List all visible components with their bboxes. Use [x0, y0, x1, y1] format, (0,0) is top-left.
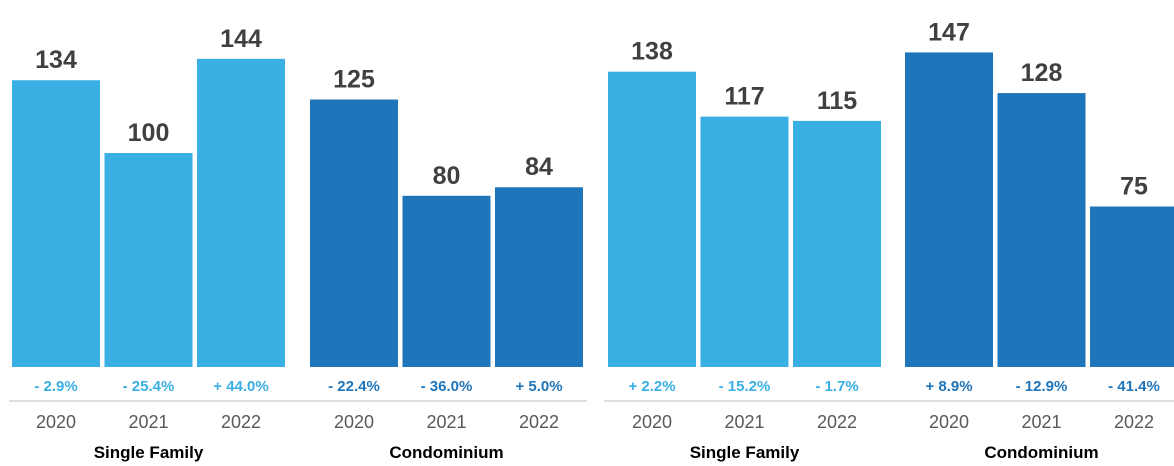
chart-panel-2: 138 + 2.2% 2020 117 - 15.2% 2021 115 - 1.7% 2022…	[604, 18, 1174, 462]
percent-change-label: + 5.0%	[515, 378, 562, 395]
bar-value-label: 117	[724, 83, 764, 111]
bar-value-label: 138	[631, 38, 673, 66]
year-tick-label: 2021	[1021, 412, 1061, 432]
percent-change-label: - 1.7%	[815, 378, 858, 395]
percent-change-label: + 44.0%	[213, 378, 268, 395]
bar	[905, 52, 993, 368]
bar-value-label: 144	[220, 25, 262, 53]
bar-value-label: 100	[128, 119, 170, 147]
bar	[793, 120, 881, 368]
group-label: Condominium	[389, 443, 503, 462]
year-tick-label: 2022	[1114, 412, 1154, 432]
bar	[104, 153, 193, 367]
year-tick-label: 2022	[519, 412, 559, 432]
year-tick-label: 2021	[128, 412, 168, 432]
year-tick-label: 2020	[36, 412, 76, 432]
year-tick-label: 2021	[426, 412, 466, 432]
group-label: Condominium	[984, 443, 1098, 462]
bar-value-label: 80	[433, 162, 461, 190]
percent-change-label: - 15.2%	[719, 378, 771, 395]
bar-value-label: 147	[928, 18, 970, 46]
percent-change-label: + 2.2%	[628, 378, 675, 395]
bar-value-label: 115	[817, 87, 857, 115]
group-label: Single Family	[690, 443, 800, 462]
percent-change-label: - 41.4%	[1108, 378, 1160, 395]
percent-change-label: + 8.9%	[925, 378, 972, 395]
percent-change-label: - 25.4%	[123, 378, 175, 395]
bar-value-label: 134	[35, 46, 77, 74]
year-tick-label: 2020	[334, 412, 374, 432]
bar-value-label: 128	[1021, 59, 1063, 87]
year-tick-label: 2022	[221, 412, 261, 432]
percent-change-label: - 12.9%	[1016, 378, 1068, 395]
bar	[997, 93, 1086, 367]
bar-value-label: 125	[333, 66, 375, 94]
year-tick-label: 2020	[632, 412, 672, 432]
year-tick-label: 2022	[817, 412, 857, 432]
bar	[197, 58, 285, 368]
bar	[402, 195, 491, 367]
bar	[608, 71, 696, 368]
year-tick-label: 2021	[724, 412, 764, 432]
chart-panel-1: 134 - 2.9% 2020 100 - 25.4% 2021 144 + 44.0% 202…	[9, 25, 587, 462]
bar	[1090, 206, 1174, 367]
percent-change-label: - 2.9%	[34, 378, 77, 395]
group-label: Single Family	[94, 443, 204, 462]
percent-change-label: - 22.4%	[328, 378, 380, 395]
percent-change-label: - 36.0%	[421, 378, 473, 395]
bar-value-label: 84	[525, 153, 553, 181]
bar-value-label: 75	[1120, 173, 1148, 201]
bar	[12, 80, 100, 368]
year-tick-label: 2020	[929, 412, 969, 432]
bar	[700, 116, 789, 368]
bar	[495, 187, 583, 367]
bar	[310, 99, 398, 367]
